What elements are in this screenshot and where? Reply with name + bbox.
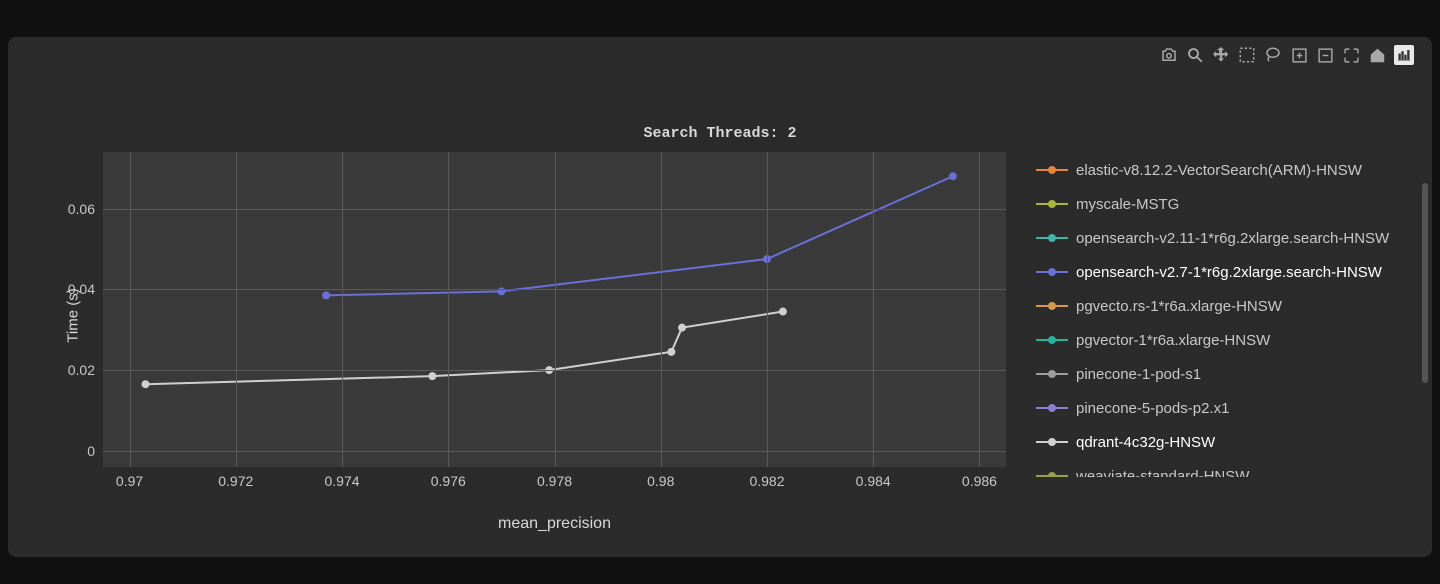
legend-label: pinecone-5-pods-p2.x1: [1076, 400, 1229, 417]
xtick-label: 0.98: [647, 473, 674, 489]
series-marker[interactable]: [779, 308, 787, 316]
legend-swatch: [1036, 265, 1068, 279]
legend-swatch: [1036, 299, 1068, 313]
legend-item[interactable]: qdrant-4c32g-HNSW: [1036, 425, 1418, 459]
gridline-h: [103, 370, 1006, 371]
gridline-v: [979, 152, 980, 467]
legend-swatch: [1036, 231, 1068, 245]
gridline-v: [448, 152, 449, 467]
legend-label: opensearch-v2.7-1*r6g.2xlarge.search-HNS…: [1076, 264, 1382, 281]
legend-label: pgvecto.rs-1*r6a.xlarge-HNSW: [1076, 298, 1282, 315]
brand-icon[interactable]: [1394, 45, 1414, 65]
legend-item[interactable]: weaviate-standard-HNSW: [1036, 459, 1418, 477]
legend-label: pinecone-1-pod-s1: [1076, 366, 1201, 383]
series-marker[interactable]: [428, 372, 436, 380]
ytick-label: 0.02: [68, 362, 95, 378]
legend-scrollbar[interactable]: [1422, 153, 1428, 443]
legend: elastic-v8.12.2-VectorSearch(ARM)-HNSW my…: [1036, 153, 1418, 477]
legend-item[interactable]: pgvector-1*r6a.xlarge-HNSW: [1036, 323, 1418, 357]
series-marker[interactable]: [949, 172, 957, 180]
home-icon[interactable]: [1368, 46, 1386, 64]
legend-item[interactable]: pinecone-5-pods-p2.x1: [1036, 391, 1418, 425]
legend-item[interactable]: opensearch-v2.7-1*r6g.2xlarge.search-HNS…: [1036, 255, 1418, 289]
series-marker[interactable]: [667, 348, 675, 356]
legend-item[interactable]: pinecone-1-pod-s1: [1036, 357, 1418, 391]
ytick-label: 0.06: [68, 201, 95, 217]
gridline-v: [661, 152, 662, 467]
legend-swatch: [1036, 197, 1068, 211]
legend-swatch: [1036, 333, 1068, 347]
legend-swatch: [1036, 401, 1068, 415]
xtick-label: 0.982: [749, 473, 784, 489]
gridline-v: [767, 152, 768, 467]
legend-label: opensearch-v2.11-1*r6g.2xlarge.search-HN…: [1076, 230, 1389, 247]
legend-item[interactable]: myscale-MSTG: [1036, 187, 1418, 221]
zoom-out-icon[interactable]: [1316, 46, 1334, 64]
gridline-h: [103, 289, 1006, 290]
chart-panel: Search Threads: 2 0.970.9720.9740.9760.9…: [8, 37, 1432, 557]
legend-swatch: [1036, 367, 1068, 381]
legend-label: pgvector-1*r6a.xlarge-HNSW: [1076, 332, 1270, 349]
legend-scrollbar-thumb[interactable]: [1422, 183, 1428, 383]
xtick-label: 0.974: [324, 473, 359, 489]
xtick-label: 0.976: [431, 473, 466, 489]
xtick-label: 0.986: [962, 473, 997, 489]
legend-label: elastic-v8.12.2-VectorSearch(ARM)-HNSW: [1076, 162, 1362, 179]
xtick-label: 0.978: [537, 473, 572, 489]
gridline-v: [873, 152, 874, 467]
chart-title: Search Threads: 2: [8, 125, 1432, 142]
zoom-icon[interactable]: [1186, 46, 1204, 64]
legend-label: qdrant-4c32g-HNSW: [1076, 434, 1215, 451]
legend-item[interactable]: pgvecto.rs-1*r6a.xlarge-HNSW: [1036, 289, 1418, 323]
gridline-v: [236, 152, 237, 467]
plot-area[interactable]: 0.970.9720.9740.9760.9780.980.9820.9840.…: [103, 152, 1006, 467]
gridline-v: [342, 152, 343, 467]
y-axis-title: Time (s): [65, 288, 82, 342]
series-line[interactable]: [145, 312, 782, 385]
xtick-label: 0.984: [856, 473, 891, 489]
camera-icon[interactable]: [1160, 46, 1178, 64]
legend-item[interactable]: elastic-v8.12.2-VectorSearch(ARM)-HNSW: [1036, 153, 1418, 187]
gridline-v: [555, 152, 556, 467]
lasso-icon[interactable]: [1264, 46, 1282, 64]
gridline-v: [130, 152, 131, 467]
series-marker[interactable]: [141, 380, 149, 388]
legend-swatch: [1036, 435, 1068, 449]
legend-item[interactable]: opensearch-v2.11-1*r6g.2xlarge.search-HN…: [1036, 221, 1418, 255]
ytick-label: 0: [87, 443, 95, 459]
xtick-label: 0.97: [116, 473, 143, 489]
gridline-h: [103, 209, 1006, 210]
x-axis-title: mean_precision: [103, 515, 1006, 533]
zoom-in-icon[interactable]: [1290, 46, 1308, 64]
series-line[interactable]: [326, 176, 953, 295]
pan-icon[interactable]: [1212, 46, 1230, 64]
legend-label: myscale-MSTG: [1076, 196, 1179, 213]
legend-swatch: [1036, 163, 1068, 177]
plot-toolbar: [1160, 45, 1414, 65]
gridline-h: [103, 451, 1006, 452]
series-marker[interactable]: [678, 324, 686, 332]
legend-label: weaviate-standard-HNSW: [1076, 468, 1249, 478]
autoscale-icon[interactable]: [1342, 46, 1360, 64]
box-select-icon[interactable]: [1238, 46, 1256, 64]
legend-swatch: [1036, 469, 1068, 477]
xtick-label: 0.972: [218, 473, 253, 489]
series-marker[interactable]: [322, 291, 330, 299]
